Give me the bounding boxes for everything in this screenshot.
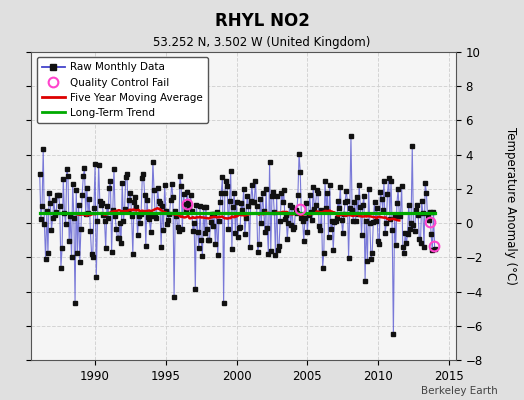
Text: Berkeley Earth: Berkeley Earth [421,386,498,396]
Text: RHYL NO2: RHYL NO2 [214,12,310,30]
Y-axis label: Temperature Anomaly (°C): Temperature Anomaly (°C) [504,127,517,285]
Legend: Raw Monthly Data, Quality Control Fail, Five Year Moving Average, Long-Term Tren: Raw Monthly Data, Quality Control Fail, … [37,57,208,123]
Text: 53.252 N, 3.502 W (United Kingdom): 53.252 N, 3.502 W (United Kingdom) [154,36,370,49]
